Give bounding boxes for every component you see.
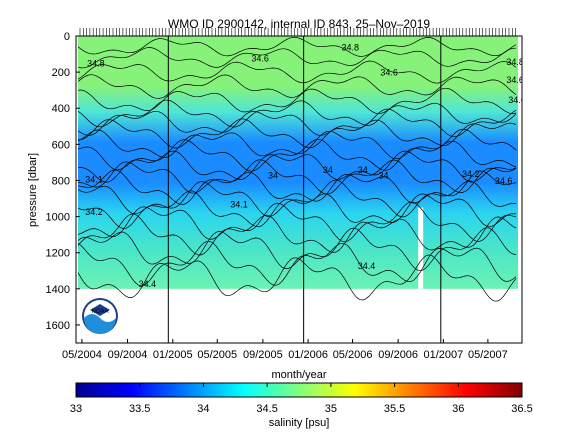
colorbar-tick-label: 35.5 <box>384 403 405 415</box>
colorbar <box>75 382 523 398</box>
contour-line <box>77 240 517 287</box>
contour-line <box>77 190 517 229</box>
contour-label: 34.4 <box>358 261 376 271</box>
contour-labels: 34.8 34.6 34.8 34.6 34.8 34.6 34.6 34 34.1 34 34 34… <box>85 42 526 289</box>
y-tick-label: 1200 <box>46 248 70 260</box>
contour-label: 34.8 <box>87 59 105 69</box>
contour-line <box>77 179 517 218</box>
x-axis-label: month/year <box>271 369 326 381</box>
colorbar-tick-label: 33 <box>70 403 82 415</box>
colorbar-tick-label: 34.5 <box>256 403 277 415</box>
contour-line <box>77 60 517 84</box>
x-tick-label: 01/2006 <box>288 349 328 361</box>
y-tick-label: 1600 <box>46 320 70 332</box>
contour-line <box>77 108 517 138</box>
contour-label: 34.1 <box>230 200 248 210</box>
y-tick-label: 1400 <box>46 284 70 296</box>
noaa-logo-text: NOAA <box>91 309 108 315</box>
colorbar-tick-label: 36 <box>452 403 464 415</box>
contour-line <box>77 254 517 302</box>
contour-line <box>77 99 517 128</box>
salinity-field <box>78 36 518 289</box>
x-axis: 05/2004 09/2004 01/2005 05/2005 09/2005 01/20… <box>62 339 508 361</box>
contour-line <box>77 36 517 57</box>
contour-label: 34.8 <box>506 57 524 67</box>
x-tick-label: 05/2005 <box>197 349 237 361</box>
x-tick-label: 05/2004 <box>62 349 102 361</box>
y-tick-label: 800 <box>52 175 70 187</box>
contour-label: 34 <box>323 165 333 175</box>
contour-label: 34.1 <box>85 174 103 184</box>
contour-label: 34.6 <box>508 95 526 105</box>
profile-ticks <box>79 28 516 36</box>
contour-label: 34.2 <box>85 207 103 217</box>
contour-line <box>77 150 517 183</box>
x-tick-label: 01/2007 <box>424 349 464 361</box>
colorbar-label: salinity [psu] <box>269 417 330 429</box>
contour-line <box>77 169 517 205</box>
data-gap <box>418 207 424 289</box>
noaa-logo: NOAA <box>80 296 120 336</box>
contour-label: 34.6 <box>506 75 524 85</box>
x-tick-label: 09/2006 <box>378 349 418 361</box>
contour-line <box>77 201 517 243</box>
contour-label: 34.8 <box>341 42 359 52</box>
contour-line <box>77 47 517 69</box>
contour-line <box>77 74 517 99</box>
contour-line <box>77 118 517 149</box>
contour-label: 34.2 <box>462 169 480 179</box>
contour-label: 34 <box>268 171 278 181</box>
x-tick-label: 01/2005 <box>153 349 193 361</box>
colorbar-tick-label: 34 <box>197 403 209 415</box>
colorbar-tick-label: 36.5 <box>511 403 532 415</box>
contour-line <box>77 159 517 195</box>
x-tick-label: 09/2005 <box>243 349 283 361</box>
colorbar-tick-label: 33.5 <box>129 403 150 415</box>
y-tick-label: 600 <box>52 139 70 151</box>
contour-label: 34 <box>379 171 389 181</box>
x-tick-label: 05/2007 <box>468 349 508 361</box>
y-tick-label: 1000 <box>46 212 70 224</box>
contour-label: 34.4 <box>139 279 157 289</box>
y-tick-label: 200 <box>52 67 70 79</box>
colorbar-tick-label: 35 <box>325 403 337 415</box>
y-axis: 0 200 400 600 800 1000 1200 1400 1600 <box>46 31 80 332</box>
chart-title: WMO ID 2900142, internal ID 843, 25–Nov–… <box>168 17 430 31</box>
contour-label: 34 <box>358 165 368 175</box>
cycle-lines <box>167 36 442 343</box>
colorbar-ticks: 33 33.5 34 34.5 35 35.5 36 36.5 <box>70 383 533 415</box>
contour-line <box>77 138 517 172</box>
y-axis-label: pressure [dbar] <box>27 153 39 227</box>
x-tick-label: 09/2004 <box>108 349 148 361</box>
contour-label: 34.6 <box>251 53 269 63</box>
y-tick-label: 400 <box>52 103 70 115</box>
contour-line <box>77 213 517 256</box>
salinity-contours <box>77 36 517 302</box>
plot-area: 34.8 34.6 34.8 34.6 34.8 34.6 34.6 34 34.1 34 34 34… <box>76 36 526 343</box>
y-tick-label: 0 <box>64 31 70 43</box>
x-tick-label: 05/2006 <box>333 349 373 361</box>
plot-frame <box>75 35 523 344</box>
contour-label: 34.6 <box>380 68 398 78</box>
contour-label: 34.6 <box>495 176 513 186</box>
